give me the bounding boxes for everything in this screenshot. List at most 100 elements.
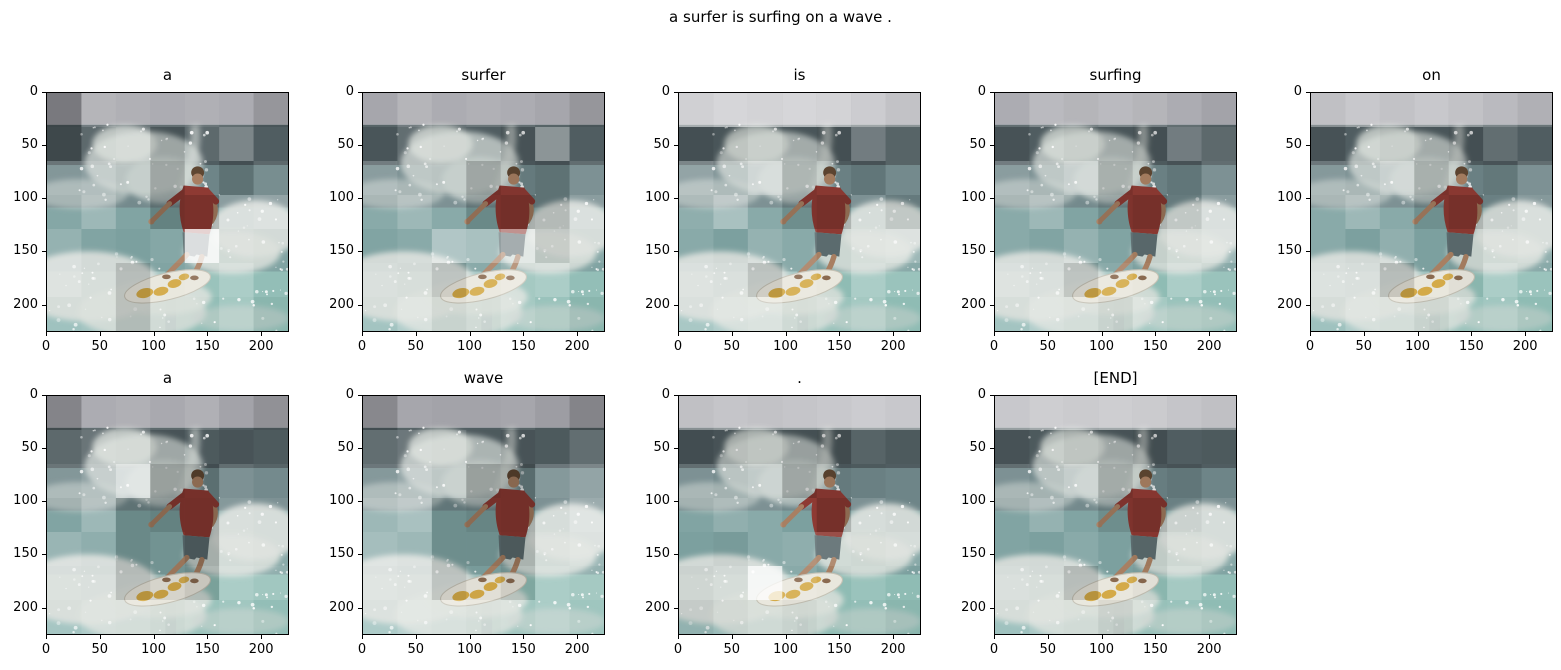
y-tick-mark — [358, 198, 362, 200]
y-tick-mark — [1306, 251, 1310, 253]
y-tick-mark — [990, 607, 994, 609]
y-tick-label: 50 — [1285, 137, 1302, 153]
x-tick-label: 50 — [407, 339, 425, 354]
x-tick-mark — [893, 332, 895, 336]
y-tick-mark — [42, 304, 46, 306]
y-tick-label: 150 — [645, 243, 670, 259]
attention-grid — [363, 93, 604, 331]
x-tick-mark — [469, 332, 471, 336]
x-tick-label: 50 — [1039, 642, 1057, 657]
x-tick-label: 0 — [41, 642, 51, 657]
y-tick-label: 200 — [645, 296, 670, 312]
attention-grid — [47, 396, 288, 634]
y-tick-label: 100 — [329, 493, 354, 509]
y-tick-mark — [990, 554, 994, 556]
y-tick-label: 50 — [21, 137, 38, 153]
y-tick-mark — [358, 448, 362, 450]
axes-image — [678, 395, 921, 635]
x-tick-label: 150 — [826, 642, 852, 657]
y-tick-mark — [42, 501, 46, 503]
y-tick-label: 200 — [13, 296, 38, 312]
y-tick-label: 200 — [329, 599, 354, 615]
y-tick-mark — [674, 554, 678, 556]
spray-speckles — [48, 426, 288, 634]
subplot-title: [END] — [1093, 369, 1138, 387]
surfer — [124, 469, 220, 607]
subplot-title: wave — [463, 369, 504, 387]
x-tick-label: 200 — [248, 642, 274, 657]
surfer — [440, 469, 536, 607]
x-tick-label: 0 — [673, 339, 683, 354]
sky — [995, 93, 1236, 125]
y-tick-label: 150 — [13, 546, 38, 562]
x-tick-label: 100 — [141, 642, 166, 657]
attention-overlay-image — [679, 93, 920, 331]
x-tick-label: 50 — [1355, 339, 1373, 354]
x-tick-mark — [1155, 635, 1157, 639]
x-tick-mark — [678, 332, 679, 336]
x-tick-mark — [994, 332, 995, 336]
y-tick-label: 50 — [337, 137, 354, 153]
surfboard — [1388, 269, 1475, 304]
spray-speckles — [680, 123, 920, 331]
attention-overlay-image — [1311, 93, 1552, 331]
y-tick-mark — [42, 251, 46, 253]
attention-grid — [363, 396, 604, 634]
x-tick-mark — [99, 332, 101, 336]
y-tick-label: 200 — [961, 296, 986, 312]
sky — [47, 93, 288, 125]
x-tick-mark — [415, 635, 417, 639]
x-tick-mark — [261, 635, 263, 639]
x-tick-label: 150 — [510, 642, 536, 657]
x-tick-label: 0 — [357, 339, 367, 354]
x-tick-label: 100 — [457, 339, 482, 354]
subplot-surfer-1: surfer — [322, 64, 606, 360]
y-tick-label: 150 — [329, 546, 354, 562]
y-tick-label: 200 — [329, 296, 354, 312]
attention-grid — [679, 396, 920, 634]
wave-foam — [363, 427, 604, 634]
y-tick-mark — [674, 251, 678, 253]
attention-overlay-image — [363, 93, 604, 331]
x-tick-label: 200 — [880, 339, 906, 354]
x-tick-label: 0 — [1305, 339, 1315, 354]
x-tick-label: 150 — [194, 642, 220, 657]
sky — [1311, 93, 1552, 125]
x-tick-mark — [523, 635, 525, 639]
y-tick-label: 200 — [645, 599, 670, 615]
x-tick-mark — [1155, 332, 1157, 336]
x-tick-mark — [731, 635, 733, 639]
x-tick-label: 200 — [1512, 339, 1538, 354]
sky — [363, 396, 604, 428]
y-tick-mark — [990, 304, 994, 306]
x-tick-mark — [994, 635, 995, 639]
x-tick-mark — [893, 635, 895, 639]
subplot-surfing-3: surfing — [954, 64, 1238, 360]
y-tick-mark — [674, 501, 678, 503]
x-tick-label: 100 — [1089, 339, 1114, 354]
attention-overlay-image — [47, 396, 288, 634]
y-tick-mark — [358, 145, 362, 147]
x-tick-label: 50 — [91, 642, 109, 657]
y-tick-label: 150 — [329, 243, 354, 259]
x-tick-mark — [1310, 332, 1311, 336]
attention-overlay-image — [995, 93, 1236, 331]
x-tick-mark — [207, 332, 209, 336]
spray-speckles — [996, 426, 1236, 634]
x-tick-mark — [839, 332, 841, 336]
y-tick-mark — [674, 198, 678, 200]
x-tick-label: 100 — [141, 339, 166, 354]
attention-grid — [47, 93, 288, 331]
y-tick-label: 150 — [645, 546, 670, 562]
x-tick-label: 150 — [1458, 339, 1484, 354]
attention-grid — [995, 396, 1236, 634]
x-tick-label: 150 — [510, 339, 536, 354]
attention-grid — [995, 93, 1236, 331]
x-tick-mark — [1525, 332, 1527, 336]
x-tick-mark — [1209, 635, 1211, 639]
y-tick-label: 200 — [961, 599, 986, 615]
wave-foam — [679, 427, 920, 634]
x-tick-label: 0 — [41, 339, 51, 354]
subplot-a-5: a — [6, 367, 290, 663]
